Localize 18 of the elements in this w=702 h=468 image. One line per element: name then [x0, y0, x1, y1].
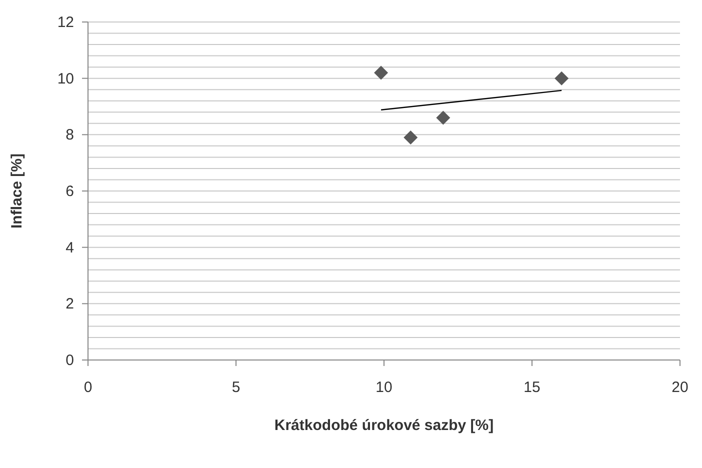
x-tick-label: 10	[376, 379, 392, 396]
point	[554, 71, 569, 86]
y-tick-label: 8	[66, 126, 74, 144]
x-tick-label: 5	[232, 379, 240, 396]
point	[374, 66, 388, 80]
x-tick-label: 20	[672, 379, 688, 396]
y-tick-label: 2	[66, 296, 74, 313]
y-tick-label: 12	[57, 14, 74, 31]
point	[404, 130, 418, 144]
y-tick-label: 0	[66, 352, 74, 369]
y-tick-label: 4	[66, 239, 74, 256]
y-tick-label: 6	[66, 183, 74, 200]
y-axis-title: Inflace [%]	[8, 153, 26, 229]
x-tick-label: 0	[84, 379, 92, 396]
x-axis-title: Krátkodobé úrokové sazby [%]	[274, 417, 494, 434]
y-tick-label: 10	[57, 70, 74, 88]
x-tick-label: 15	[524, 379, 540, 396]
point	[436, 110, 450, 125]
